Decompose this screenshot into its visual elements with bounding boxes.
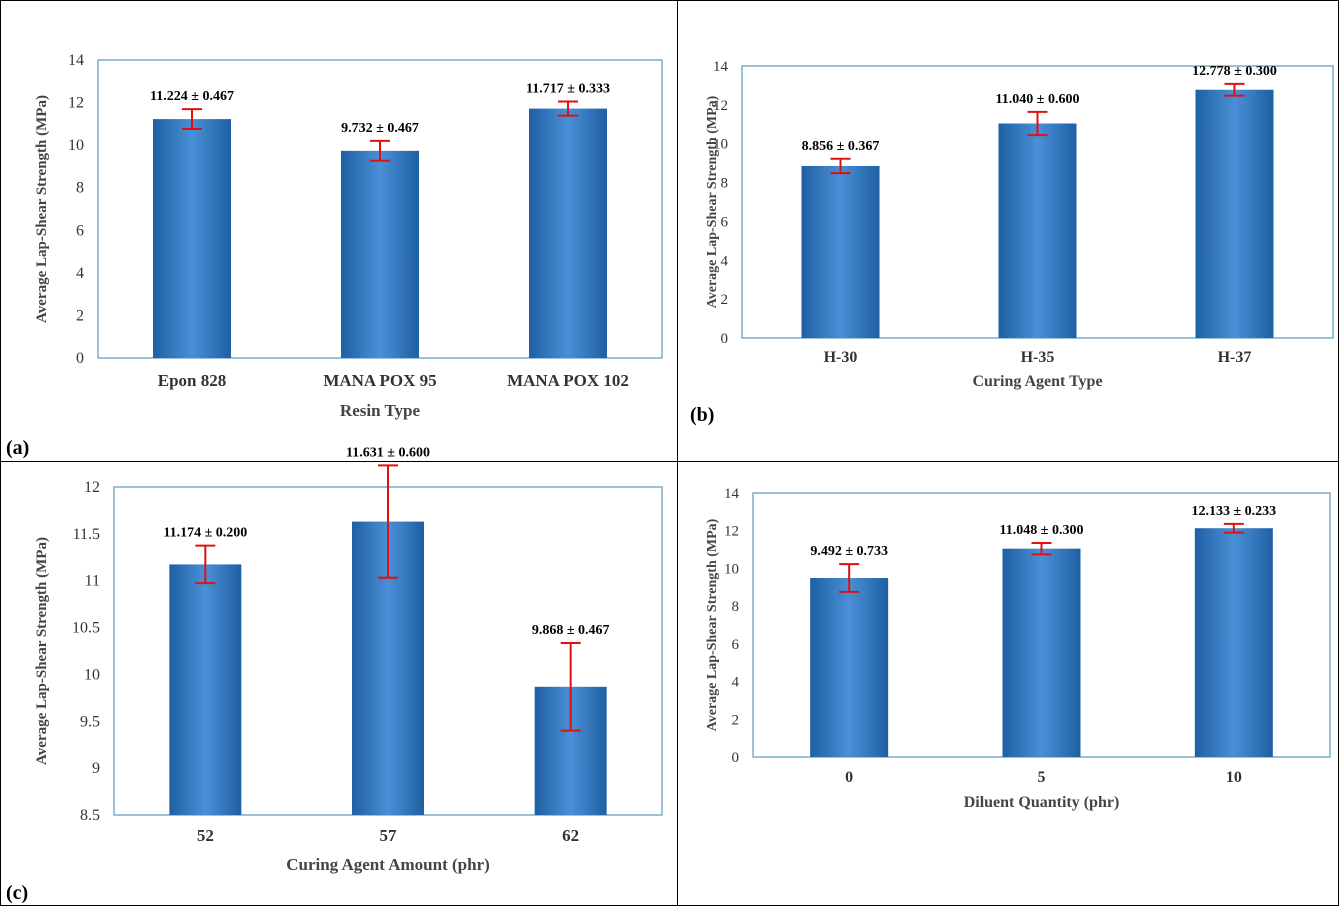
bar-0 <box>810 578 889 757</box>
x-axis-label: Curing Agent Amount (phr) <box>286 855 490 874</box>
y-tick-label: 10.5 <box>72 620 100 637</box>
y-tick-label: 6 <box>76 222 84 239</box>
y-tick-label: 10 <box>713 137 728 153</box>
y-tick-label: 14 <box>713 59 729 75</box>
y-tick-label: 14 <box>68 52 84 69</box>
x-tick-label-2: 62 <box>562 826 579 845</box>
y-tick-label: 12 <box>724 524 739 540</box>
y-tick-label: 9.5 <box>80 713 100 730</box>
chart-b-curing-agent-type: 0 2 4 6 8 10 12 14 Average Lap-Shear Strength (M… <box>705 59 1334 390</box>
x-tick-label-2: MANA POX 102 <box>507 371 629 390</box>
data-label-2: 12.133 ± 0.233 <box>1191 504 1276 519</box>
error-bar-1 <box>378 464 398 579</box>
y-axis-label: Average Lap-Shear Strength (MPa) <box>34 537 50 765</box>
y-tick-label: 10 <box>68 137 84 154</box>
y-tick-label: 6 <box>732 637 740 653</box>
y-tick-label: 8 <box>732 599 740 615</box>
panel-divider-vertical <box>677 0 678 906</box>
y-tick-label: 11 <box>85 573 100 590</box>
y-axis-label: Average Lap-Shear Strength (MPa) <box>34 95 50 323</box>
data-label-2: 12.778 ± 0.300 <box>1192 64 1277 79</box>
data-label-2: 9.868 ± 0.467 <box>532 623 610 638</box>
data-label-2: 11.717 ± 0.333 <box>526 82 610 97</box>
y-tick-label: 2 <box>76 307 84 324</box>
y-tick-label: 0 <box>732 750 740 766</box>
panel-label-b: (b) <box>690 404 715 426</box>
chart-a-resin-type: 0 2 4 6 8 10 12 14 Average Lap-Shear Strength (M… <box>34 52 663 420</box>
y-tick-label: 9 <box>92 760 100 777</box>
data-label-0: 11.174 ± 0.200 <box>163 526 247 541</box>
x-tick-label-0: Epon 828 <box>158 371 227 390</box>
error-bar-0 <box>830 157 851 175</box>
y-tick-label: 8.5 <box>80 807 100 824</box>
error-bar-2 <box>560 642 581 732</box>
bar-0 <box>169 564 242 815</box>
bar-1 <box>998 123 1077 338</box>
x-tick-label-2: H-37 <box>1218 349 1252 366</box>
y-tick-label: 14 <box>724 486 740 502</box>
x-tick-label-1: 5 <box>1038 769 1046 786</box>
y-tick-label: 4 <box>76 265 84 282</box>
error-bar-1 <box>1031 542 1052 556</box>
error-bar-1 <box>1027 110 1048 137</box>
x-tick-label-0: 0 <box>845 769 853 786</box>
data-label-1: 9.732 ± 0.467 <box>341 121 419 136</box>
x-tick-label-2: 10 <box>1226 769 1242 786</box>
data-label-0: 9.492 ± 0.733 <box>810 544 888 559</box>
data-label-0: 11.224 ± 0.467 <box>150 89 234 104</box>
y-tick-label: 0 <box>721 331 729 347</box>
bar-1 <box>341 150 419 358</box>
x-tick-label-1: 57 <box>380 826 398 845</box>
error-bar-0 <box>839 563 860 593</box>
x-axis-label: Diluent Quantity (phr) <box>964 794 1120 811</box>
bar-1 <box>1002 548 1081 757</box>
y-tick-label: 8 <box>76 180 84 197</box>
y-tick-label: 4 <box>721 253 729 269</box>
y-tick-label: 8 <box>721 176 729 192</box>
x-tick-label-0: H-30 <box>824 349 858 366</box>
data-label-1: 11.048 ± 0.300 <box>1000 523 1084 538</box>
y-tick-label: 11.5 <box>73 526 100 543</box>
error-bar-0 <box>182 108 202 131</box>
y-tick-label: 6 <box>721 214 729 230</box>
chart-d-diluent-quantity: 0 2 4 6 8 10 12 14 Average Lap-Shear Strength (M… <box>705 486 1331 811</box>
error-bar-2 <box>558 100 578 117</box>
y-tick-label: 4 <box>732 675 740 691</box>
bar-0 <box>153 119 231 358</box>
data-label-1: 11.040 ± 0.600 <box>996 92 1080 107</box>
y-tick-label: 12 <box>713 98 728 114</box>
panel-divider-horizontal <box>0 461 1339 462</box>
panel-label-a: (a) <box>6 437 30 459</box>
bar-2 <box>529 108 607 359</box>
chart-c-curing-agent-amount: 8.5 9 9.5 10 10.5 11 11.5 12 Average Lap-Shear S… <box>34 445 663 874</box>
y-axis-label: Average Lap-Shear Strength (MPa) <box>705 95 720 308</box>
bar-0 <box>801 165 880 338</box>
y-tick-label: 10 <box>84 666 100 683</box>
y-tick-label: 12 <box>68 95 84 112</box>
bar-2 <box>1195 89 1274 338</box>
y-tick-label: 2 <box>732 712 740 728</box>
y-tick-label: 0 <box>76 350 84 367</box>
x-tick-label-1: MANA POX 95 <box>323 371 436 390</box>
bar-2 <box>1194 528 1273 757</box>
y-axis-label: Average Lap-Shear Strength (MPa) <box>705 518 720 731</box>
y-tick-label: 12 <box>84 479 100 496</box>
data-label-1: 11.631 ± 0.600 <box>346 445 430 460</box>
error-bar-2 <box>1223 522 1244 534</box>
y-tick-label: 2 <box>721 292 729 308</box>
panel-label-c: (c) <box>6 882 29 904</box>
error-bar-1 <box>370 139 390 162</box>
x-tick-label-1: H-35 <box>1021 349 1055 366</box>
error-bar-2 <box>1224 82 1245 97</box>
x-tick-label-0: 52 <box>197 826 214 845</box>
x-axis-label: Resin Type <box>340 401 421 420</box>
data-label-0: 8.856 ± 0.367 <box>802 139 880 154</box>
x-axis-label: Curing Agent Type <box>972 373 1102 390</box>
y-tick-label: 10 <box>724 561 739 577</box>
error-bar-0 <box>195 544 216 585</box>
